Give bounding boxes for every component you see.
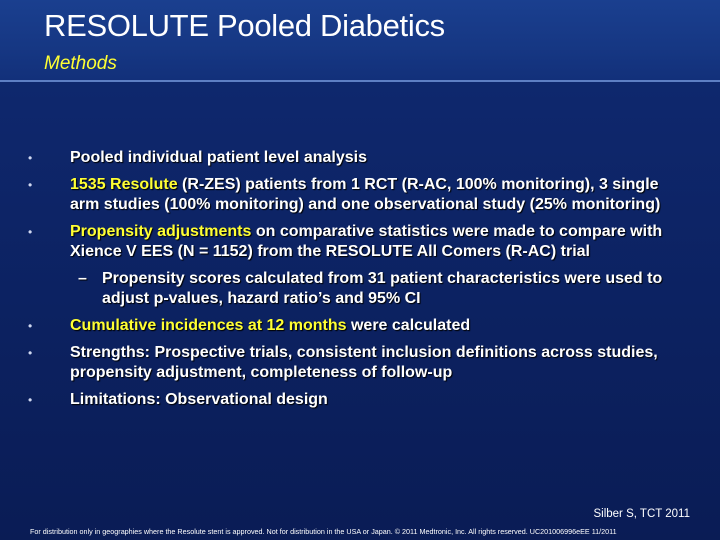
bullet-icon: • [28,151,33,165]
dash-icon: – [78,270,87,287]
bullet-icon: • [28,319,33,333]
bullet-text: were calculated [346,317,471,334]
bullet-icon: • [28,346,33,360]
header-divider [0,80,720,82]
bullet-text: Limitations: Observational design [70,391,328,408]
sub-bullet-propensity-scores: – Propensity scores calculated from 31 p… [28,269,688,309]
slide-header: RESOLUTE Pooled Diabetics Methods [0,0,720,81]
sub-bullet-text: Propensity scores calculated from 31 pat… [102,270,663,307]
bullet-item-propensity: • Propensity adjustments on comparative … [28,222,688,262]
bullet-item-strengths: • Strengths: Prospective trials, consist… [28,343,688,383]
slide-title: RESOLUTE Pooled Diabetics [44,8,445,43]
bullet-item-pooled-analysis: • Pooled individual patient level analys… [28,148,688,168]
bullet-text: on comparative statistics were made to c… [70,223,663,260]
highlight-text: 1535 Resolute [70,176,178,193]
bullet-text: Pooled individual patient level analysis [70,149,367,166]
bullet-item-limitations: • Limitations: Observational design [28,390,688,410]
bullet-icon: • [28,225,33,239]
bullet-icon: • [28,393,33,407]
bullet-list: • Pooled individual patient level analys… [28,148,688,410]
footer-disclaimer: For distribution only in geographies whe… [30,527,617,536]
highlight-text: Cumulative incidences at 12 months [70,317,347,334]
bullet-icon: • [28,178,33,192]
citation: Silber S, TCT 2011 [593,508,690,520]
bullet-text: (R-ZES) patients from 1 RCT (R-AC, 100% … [70,176,661,213]
bullet-text: Strengths: Prospective trials, consisten… [70,344,658,381]
bullet-item-patients: • 1535 Resolute (R-ZES) patients from 1 … [28,175,688,215]
highlight-text: Propensity adjustments [70,223,252,240]
bullet-item-cumulative-incidences: • Cumulative incidences at 12 months wer… [28,316,688,336]
slide-subtitle: Methods [44,53,117,74]
